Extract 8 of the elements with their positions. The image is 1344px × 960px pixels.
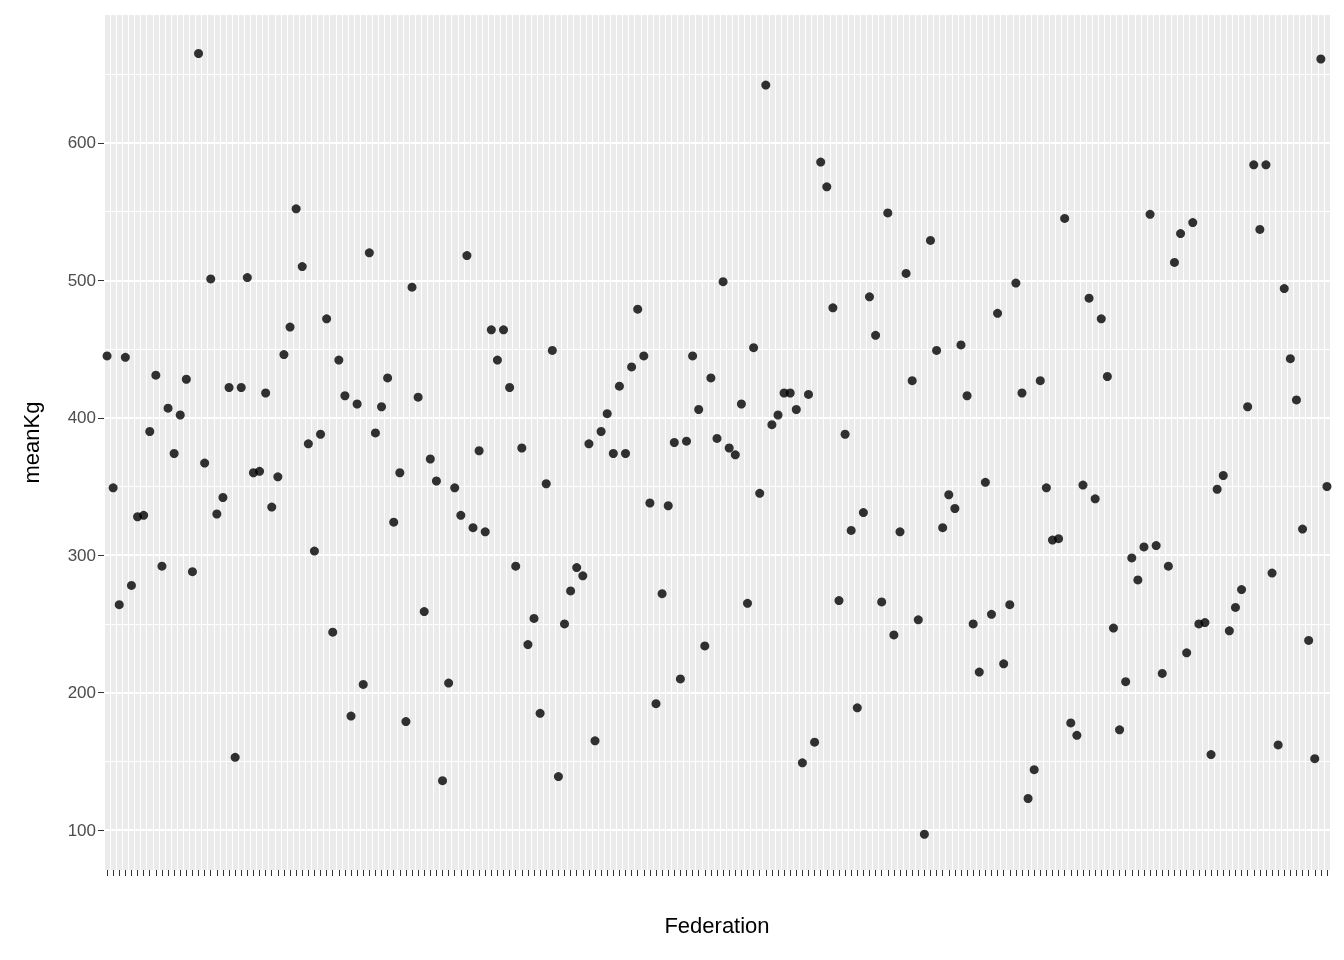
x-axis-title: Federation <box>664 912 770 938</box>
y-tick-label: 200 <box>67 683 96 703</box>
y-tick-label: 100 <box>67 820 96 840</box>
y-tick-label: 300 <box>67 545 96 565</box>
y-tick-label: 600 <box>67 133 96 153</box>
y-axis-title: meanKg <box>18 401 44 484</box>
y-tick-label: 400 <box>67 408 96 428</box>
y-tick-label: 500 <box>67 270 96 290</box>
